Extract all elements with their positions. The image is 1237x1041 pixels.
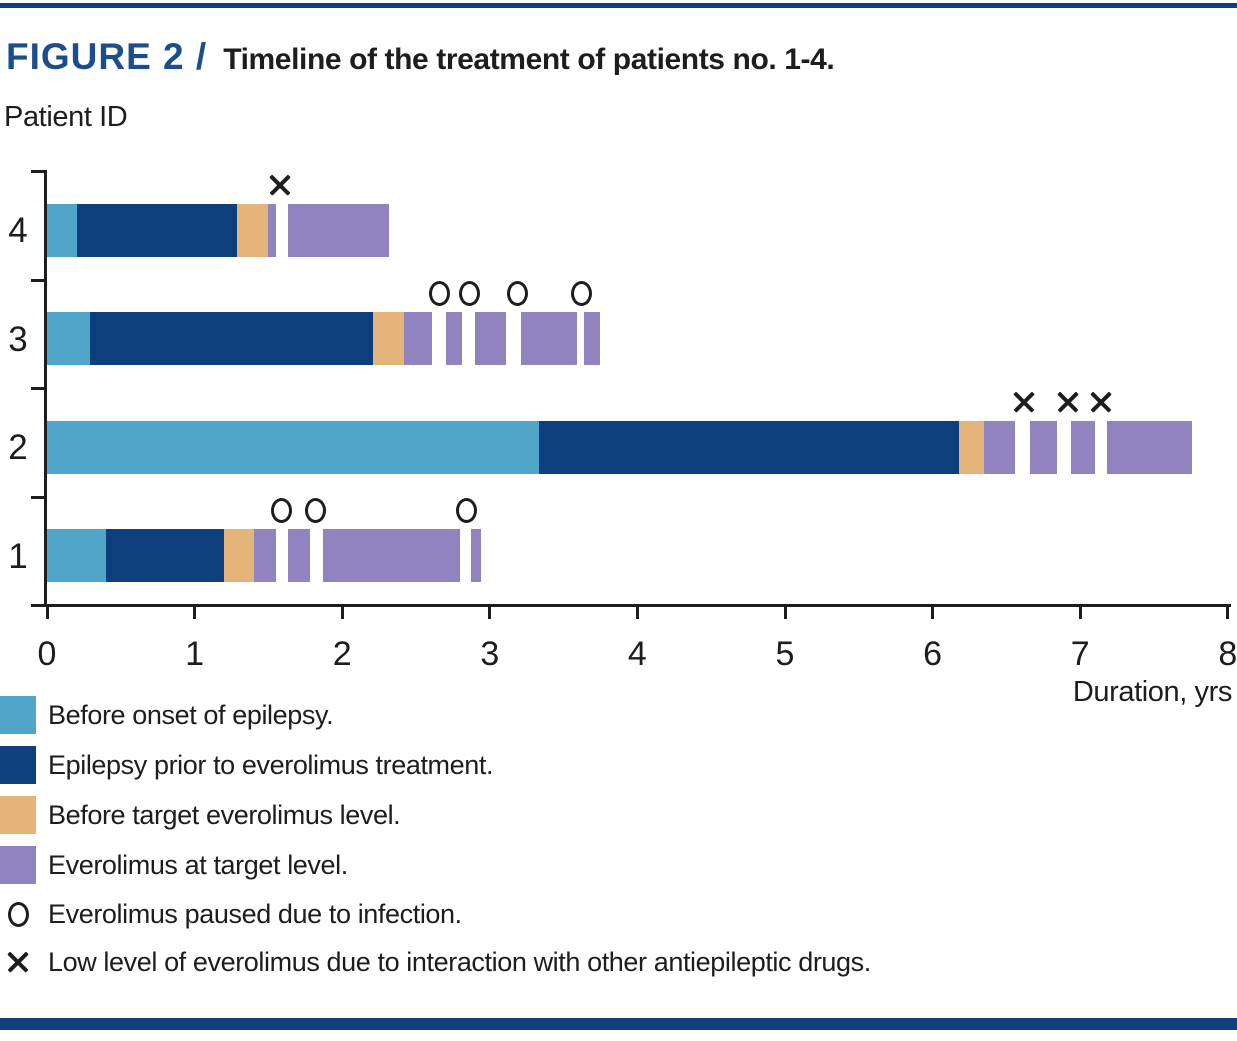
x-axis-tick xyxy=(488,607,492,619)
x-axis-tick xyxy=(193,607,197,619)
patient-id-label: 1 xyxy=(8,536,28,576)
low-level-interaction-marker xyxy=(1056,390,1080,414)
patient-id-label: 2 xyxy=(8,428,28,468)
bar-segment-at_target xyxy=(470,529,481,583)
bar-segment-before_target xyxy=(224,529,254,583)
patient-id-label: 4 xyxy=(8,211,28,251)
bar-segment-at_target xyxy=(475,312,507,366)
x-tick-label: 0 xyxy=(37,635,57,673)
bar-segment-at_target xyxy=(520,312,577,366)
legend-swatch-epilepsy_pre xyxy=(0,746,36,784)
bar-segment-epilepsy_pre xyxy=(89,312,374,366)
bar-segment-at_target xyxy=(1106,420,1193,474)
legend: Before onset of epilepsy. Epilepsy prior … xyxy=(0,690,1100,986)
bar-segment-at_target xyxy=(287,203,390,257)
pause-infection-marker xyxy=(271,498,293,523)
x-axis-tick xyxy=(1078,607,1082,619)
bar-segment-at_target xyxy=(287,529,310,583)
pause-infection-marker xyxy=(455,498,477,523)
y-axis-tick xyxy=(31,170,44,173)
y-axis-tick xyxy=(31,387,44,390)
pause-infection-marker xyxy=(429,281,451,306)
low-level-interaction-marker xyxy=(268,173,292,197)
pause-infection-marker xyxy=(570,281,592,306)
legend-item: Low level of everolimus due to interacti… xyxy=(0,938,1100,986)
bar-segment-at_target xyxy=(323,529,461,583)
figure-label: FIGURE 2 / xyxy=(6,36,208,77)
x-axis-title: Duration, yrs xyxy=(1072,676,1233,708)
bar-segment-before_target xyxy=(237,203,269,257)
bar-segment-at_target xyxy=(253,529,276,583)
x-axis-tick xyxy=(45,607,49,619)
circle-marker-icon xyxy=(7,901,29,927)
legend-marker-cell xyxy=(0,938,36,986)
x-tick-label: 3 xyxy=(480,635,500,673)
legend-item: Everolimus paused due to infection. xyxy=(0,890,1100,938)
y-axis-line xyxy=(44,170,47,607)
x-tick-label: 6 xyxy=(923,635,943,673)
figure-heading: FIGURE 2 / Timeline of the treatment of … xyxy=(6,36,835,78)
x-tick-label: 1 xyxy=(185,635,205,673)
legend-label: Before onset of epilepsy. xyxy=(48,699,334,730)
bottom-rule xyxy=(0,1018,1237,1030)
legend-label: Low level of everolimus due to interacti… xyxy=(48,946,871,977)
bar-segment-epilepsy_pre xyxy=(538,420,960,474)
pause-infection-marker xyxy=(507,281,529,306)
x-axis-tick xyxy=(340,607,344,619)
bar-segment-before_target xyxy=(959,420,985,474)
patient-id-label: 3 xyxy=(8,319,28,359)
x-tick-label: 5 xyxy=(775,635,795,673)
bar-segment-at_target xyxy=(984,420,1016,474)
legend-label: Everolimus at target level. xyxy=(48,849,348,880)
x-axis-tick xyxy=(1226,607,1230,619)
legend-swatch-before_target xyxy=(0,796,36,834)
legend-label: Epilepsy prior to everolimus treatment. xyxy=(48,749,494,780)
bar-segment-at_target xyxy=(445,312,462,366)
legend-item: Everolimus at target level. xyxy=(0,840,1100,890)
pause-infection-marker xyxy=(305,498,327,523)
legend-swatch-before_onset xyxy=(0,696,36,734)
bar-segment-at_target xyxy=(268,203,276,257)
low-level-interaction-marker xyxy=(1089,390,1113,414)
bar-segment-at_target xyxy=(1030,420,1057,474)
low-level-interaction-marker xyxy=(1012,390,1036,414)
bar-segment-epilepsy_pre xyxy=(106,529,225,583)
legend-item: Before onset of epilepsy. xyxy=(0,690,1100,740)
legend-marker-cell xyxy=(0,890,36,938)
x-tick-label: 7 xyxy=(1070,635,1090,673)
bar-segment-before_target xyxy=(373,312,405,366)
bar-segment-at_target xyxy=(1071,420,1095,474)
y-axis-title: Patient ID xyxy=(4,101,128,133)
bar-segment-before_onset xyxy=(47,529,107,583)
legend-swatch-at_target xyxy=(0,846,36,884)
x-tick-label: 2 xyxy=(332,635,352,673)
y-axis-tick xyxy=(31,278,44,282)
x-axis-tick xyxy=(931,607,935,619)
legend-label: Everolimus paused due to infection. xyxy=(48,898,462,929)
figure-subtitle: Timeline of the treatment of patients no… xyxy=(223,43,835,76)
pause-infection-marker xyxy=(458,281,480,306)
top-rule xyxy=(0,3,1237,8)
bar-segment-before_onset xyxy=(47,420,539,474)
bar-segment-at_target xyxy=(404,312,433,366)
x-tick-label: 4 xyxy=(627,635,647,673)
bar-segment-epilepsy_pre xyxy=(76,203,238,257)
x-axis-tick xyxy=(783,607,787,619)
x-axis-tick xyxy=(635,607,639,619)
bar-segment-at_target xyxy=(584,312,601,366)
bar-segment-before_onset xyxy=(47,312,90,366)
legend-item: Before target everolimus level. xyxy=(0,790,1100,840)
bar-segment-before_onset xyxy=(47,203,77,257)
x-marker-icon xyxy=(6,950,30,974)
x-axis-line xyxy=(31,604,1231,607)
y-axis-tick xyxy=(31,495,44,499)
legend-label: Before target everolimus level. xyxy=(48,799,401,830)
legend-item: Epilepsy prior to everolimus treatment. xyxy=(0,740,1100,790)
x-tick-label: 8 xyxy=(1218,635,1237,673)
